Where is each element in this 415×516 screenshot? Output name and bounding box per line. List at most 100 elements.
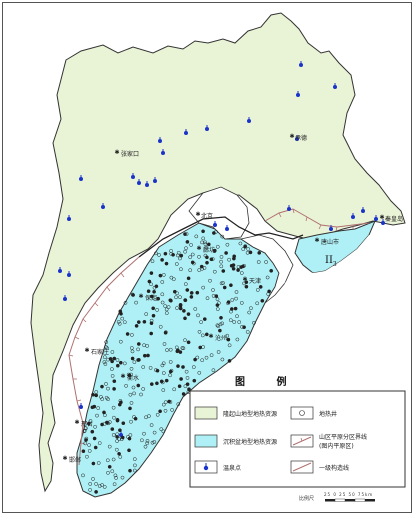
geothermal-well bbox=[160, 258, 164, 262]
geothermal-well bbox=[136, 358, 140, 362]
geothermal-well bbox=[88, 488, 92, 492]
geothermal-well bbox=[128, 392, 133, 397]
geothermal-well bbox=[91, 461, 96, 466]
geothermal-well bbox=[177, 384, 182, 389]
geothermal-well bbox=[104, 345, 108, 350]
city-marker: ✱ bbox=[196, 245, 201, 252]
geothermal-well bbox=[255, 301, 260, 306]
geothermal-well bbox=[161, 273, 166, 277]
geothermal-well bbox=[179, 267, 183, 272]
geothermal-well bbox=[242, 281, 246, 286]
geothermal-well bbox=[205, 260, 209, 265]
geothermal-well bbox=[91, 477, 95, 481]
geothermal-well bbox=[239, 301, 244, 305]
geothermal-well bbox=[184, 246, 188, 251]
geothermal-well bbox=[146, 353, 150, 358]
geothermal-well bbox=[151, 313, 156, 318]
geothermal-well bbox=[121, 421, 126, 426]
geothermal-well bbox=[82, 429, 87, 434]
geothermal-well bbox=[152, 440, 157, 444]
hot-spring-point bbox=[295, 137, 299, 141]
legend-spring-icon bbox=[203, 465, 209, 471]
geothermal-well bbox=[152, 289, 156, 294]
geothermal-well bbox=[195, 290, 200, 295]
geothermal-well bbox=[150, 259, 155, 264]
city-label-cangzhou: 沧州 bbox=[215, 335, 228, 342]
geothermal-well bbox=[132, 360, 137, 364]
geothermal-well bbox=[127, 448, 131, 453]
hot-spring-point bbox=[351, 215, 355, 219]
geothermal-well bbox=[112, 415, 116, 420]
geothermal-well bbox=[179, 253, 184, 258]
geothermal-well bbox=[149, 318, 154, 323]
geothermal-well bbox=[215, 323, 220, 328]
geothermal-well bbox=[169, 368, 174, 373]
geothermal-well bbox=[220, 234, 225, 239]
geothermal-well bbox=[215, 297, 220, 302]
geothermal-well bbox=[194, 234, 199, 239]
geothermal-well bbox=[182, 309, 186, 313]
geothermal-well bbox=[242, 263, 246, 268]
geothermal-well bbox=[184, 232, 189, 236]
geothermal-well bbox=[171, 277, 176, 282]
geothermal-well bbox=[162, 342, 167, 346]
geothermal-well bbox=[105, 346, 110, 351]
geothermal-well bbox=[183, 316, 187, 321]
geothermal-well bbox=[197, 254, 201, 259]
geothermal-well bbox=[154, 368, 158, 372]
geothermal-well bbox=[230, 298, 235, 302]
geothermal-well bbox=[175, 253, 180, 258]
legend-swatch-mountain bbox=[194, 406, 218, 420]
geothermal-well bbox=[219, 259, 223, 264]
geothermal-well bbox=[145, 439, 150, 443]
geothermal-well bbox=[246, 247, 251, 251]
geothermal-well bbox=[212, 269, 217, 274]
geothermal-well bbox=[141, 365, 146, 369]
geothermal-well bbox=[170, 408, 174, 412]
geothermal-well bbox=[227, 343, 232, 348]
geothermal-well bbox=[158, 324, 163, 329]
geothermal-well bbox=[168, 298, 173, 303]
geothermal-well bbox=[102, 360, 107, 364]
geothermal-well bbox=[103, 362, 108, 366]
geothermal-well bbox=[169, 251, 174, 256]
geothermal-well bbox=[116, 320, 121, 324]
geothermal-well bbox=[218, 328, 222, 333]
hot-spring-point bbox=[225, 227, 229, 231]
geothermal-well bbox=[212, 231, 216, 235]
geothermal-well bbox=[205, 296, 210, 301]
geothermal-well bbox=[83, 426, 88, 431]
geothermal-well bbox=[249, 306, 253, 311]
legend-label-basin: 沉积盆地型地热资源 bbox=[223, 439, 278, 446]
geothermal-well bbox=[181, 392, 186, 396]
geothermal-well bbox=[149, 271, 154, 275]
geothermal-well bbox=[100, 384, 104, 389]
legend-label-boundary: 山区平原分区界线 bbox=[319, 434, 368, 441]
geothermal-well bbox=[225, 333, 230, 338]
geothermal-well bbox=[183, 298, 188, 302]
geothermal-well bbox=[193, 307, 198, 311]
geothermal-well bbox=[129, 366, 134, 371]
geothermal-well bbox=[131, 293, 135, 297]
geothermal-well bbox=[161, 371, 166, 375]
geothermal-well bbox=[231, 263, 236, 267]
geothermal-well bbox=[150, 440, 155, 445]
geothermal-well bbox=[256, 260, 261, 264]
geothermal-well bbox=[222, 285, 227, 290]
geothermal-well bbox=[201, 285, 206, 290]
geothermal-well bbox=[110, 367, 114, 371]
geothermal-well bbox=[184, 369, 189, 374]
geothermal-well bbox=[167, 399, 171, 404]
geothermal-well bbox=[164, 311, 169, 315]
geothermal-well bbox=[102, 421, 107, 426]
geothermal-well bbox=[183, 338, 187, 343]
city-marker: ✱ bbox=[208, 333, 213, 340]
geothermal-well bbox=[225, 242, 230, 247]
geothermal-well bbox=[90, 429, 95, 434]
legend-label-boundary-sub: (图内平原区) bbox=[319, 443, 354, 450]
geothermal-well bbox=[188, 255, 193, 260]
geothermal-well bbox=[186, 312, 191, 316]
geothermal-well bbox=[132, 457, 137, 461]
geothermal-well bbox=[160, 380, 165, 385]
geothermal-well bbox=[133, 463, 137, 468]
